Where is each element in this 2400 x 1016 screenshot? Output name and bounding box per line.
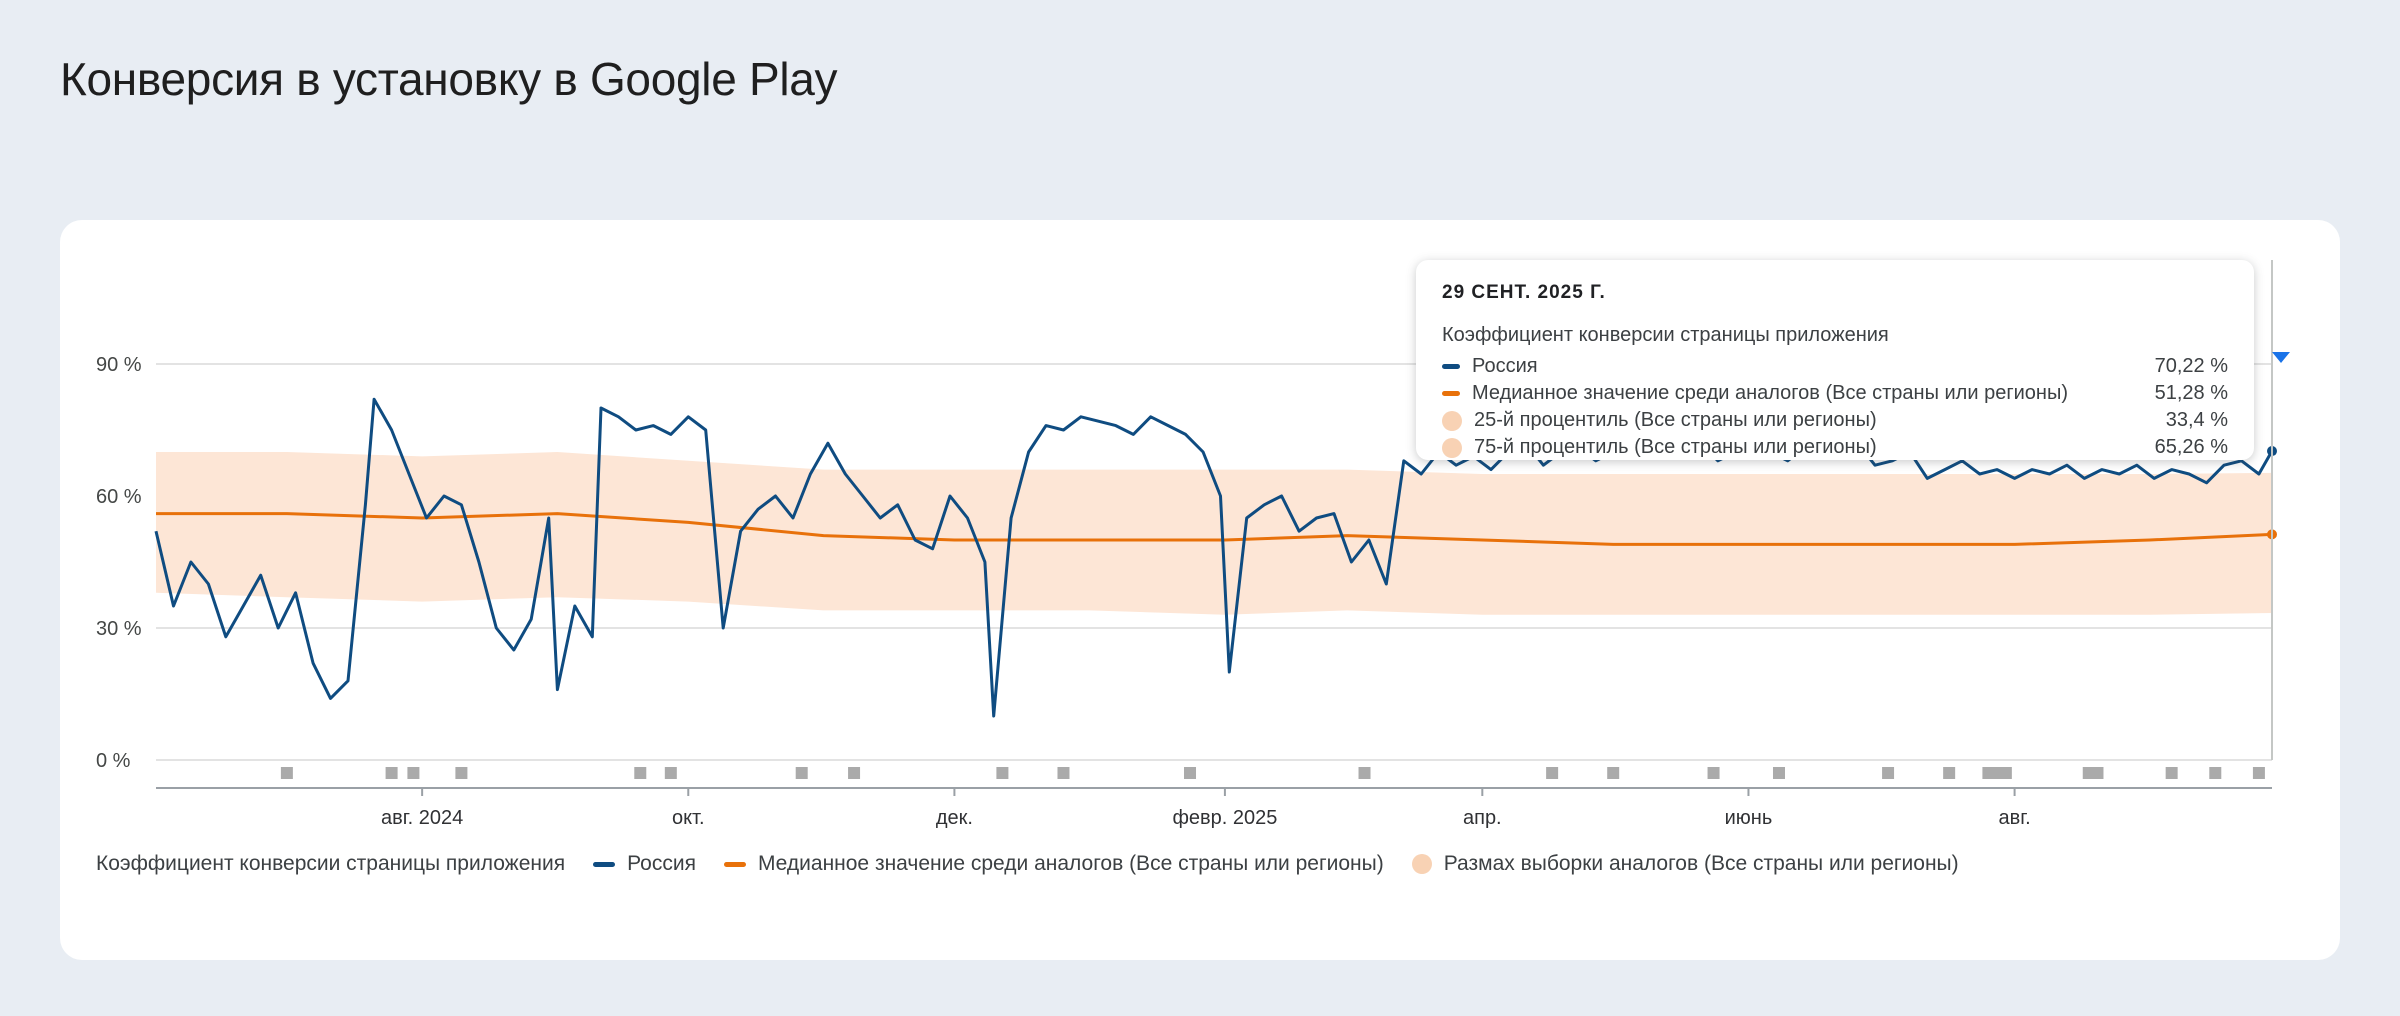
tooltip-row-value: 51,28 %	[2154, 382, 2228, 404]
legend-label: Россия	[627, 852, 696, 875]
legend-swatch-icon	[1411, 854, 1432, 874]
tooltip-row-0: Россия 70,22 %	[1442, 353, 2228, 380]
event-marker-2	[407, 767, 420, 779]
tooltip-row-label: 25-й процентиль (Все страны или регионы)	[1474, 409, 1877, 431]
page-title: Конверсия в установку в Google Play	[60, 53, 838, 105]
event-marker-5	[664, 767, 677, 779]
event-marker-23	[2165, 767, 2178, 779]
y-tick-label-2: 60 %	[96, 486, 142, 508]
y-tick-label-0: 0 %	[96, 750, 131, 772]
event-marker-7	[848, 767, 861, 779]
event-marker-9	[1057, 767, 1070, 779]
event-marker-22	[2091, 767, 2104, 779]
y-tick-label-1: 30 %	[96, 618, 142, 640]
legend-swatch-icon	[723, 861, 746, 867]
conversion-chart: 0 % 30 % 60 % 90 % авг. 2024 окт. дек. февр. 20…	[96, 260, 2277, 829]
tooltip-row-2: 25-й процентиль (Все страны или регионы)…	[1442, 407, 2228, 434]
chart-tooltip: 29 СЕНТ. 2025 Г. Коэффициент конверсии с…	[1416, 260, 2254, 460]
legend-item-0[interactable]: Россия	[593, 852, 696, 876]
x-tick-label-2: дек.	[936, 807, 973, 829]
event-marker-20	[1999, 767, 2012, 779]
legend-swatch-icon	[593, 861, 616, 867]
tooltip-row-label: Россия	[1472, 355, 1538, 377]
tooltip-swatch-icon	[1442, 410, 1462, 431]
event-marker-3	[455, 767, 468, 779]
x-tick-label-5: июнь	[1725, 807, 1773, 829]
event-marker-8	[996, 767, 1009, 779]
legend-title: Коэффициент конверсии страницы приложени…	[96, 852, 566, 875]
x-tick-label-4: апр.	[1463, 807, 1502, 829]
tooltip-row-label: Медианное значение среди аналогов (Все с…	[1472, 382, 2068, 404]
event-marker-13	[1607, 767, 1620, 779]
event-marker-0	[280, 767, 293, 779]
dropdown-arrow-icon[interactable]	[2272, 352, 2290, 363]
series-median-line	[156, 512, 2273, 546]
event-marker-4	[634, 767, 647, 779]
tooltip-row-3: 75-й процентиль (Все страны или регионы)…	[1442, 434, 2228, 461]
event-marker-11	[1358, 767, 1371, 779]
tooltip-row-value: 70,22 %	[2154, 355, 2228, 377]
tooltip-swatch-icon	[1442, 364, 1460, 369]
event-marker-10	[1184, 767, 1197, 779]
tooltip-row-1: Медианное значение среди аналогов (Все с…	[1442, 380, 2228, 407]
percentile-range-band	[156, 452, 2272, 615]
event-marker-15	[1772, 767, 1785, 779]
legend-item-1[interactable]: Медианное значение среди аналогов (Все с…	[723, 852, 1384, 876]
tooltip-row-value: 65,26 %	[2154, 436, 2228, 458]
x-tick-label-0: авг. 2024	[381, 807, 463, 829]
chart-card: 0 % 30 % 60 % 90 % авг. 2024 окт. дек. февр. 20…	[60, 220, 2340, 960]
x-tick-label-6: авг.	[1999, 807, 2031, 829]
tooltip-row-label: 75-й процентиль (Все страны или регионы)	[1474, 436, 1877, 458]
event-marker-24	[2209, 767, 2222, 779]
legend-label: Медианное значение среди аналогов (Все с…	[757, 852, 1384, 875]
legend-item-2[interactable]: Размах выборки аналогов (Все страны или …	[1411, 852, 1959, 876]
y-tick-label-3: 90 %	[96, 354, 142, 376]
event-marker-1	[385, 767, 398, 779]
event-marker-12	[1546, 767, 1559, 779]
legend-label: Размах выборки аналогов (Все страны или …	[1443, 852, 1959, 875]
tooltip-date: 29 СЕНТ. 2025 Г.	[1442, 282, 1606, 303]
tooltip-metric: Коэффициент конверсии страницы приложени…	[1442, 324, 1889, 346]
series-russia-line	[154, 397, 2274, 718]
event-marker-25	[2252, 767, 2265, 779]
event-marker-6	[795, 767, 808, 779]
tooltip-swatch-icon	[1442, 391, 1460, 396]
x-tick-label-1: окт.	[672, 807, 705, 829]
tooltip-swatch-icon	[1442, 437, 1462, 458]
event-marker-14	[1707, 767, 1720, 779]
event-marker-17	[1943, 767, 1956, 779]
tooltip-row-value: 33,4 %	[2165, 409, 2228, 431]
x-tick-label-3: февр. 2025	[1172, 807, 1277, 829]
chart-legend: Коэффициент конверсии страницы приложени…	[96, 852, 1987, 876]
event-marker-16	[1882, 767, 1895, 779]
